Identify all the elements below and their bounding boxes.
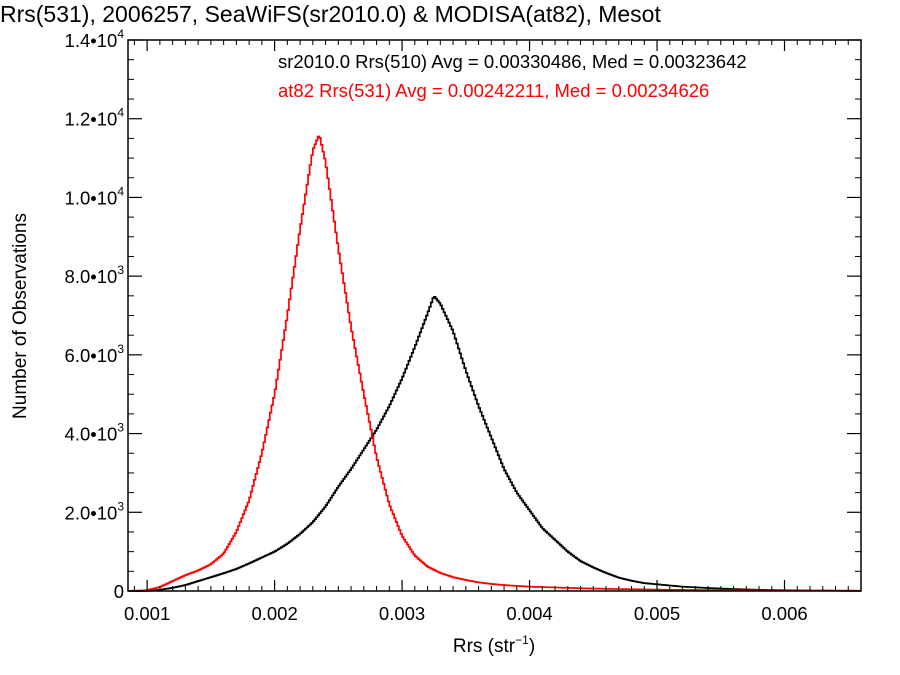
x-axis-label-main: Rrs (str — [453, 636, 516, 657]
y-tick-label-6: 1.2•104 — [65, 106, 125, 130]
series-layer — [128, 135, 861, 592]
y-tick-label-5: 1.0•104 — [65, 184, 125, 208]
x-tick-label-5: 0.006 — [761, 603, 807, 624]
y-tick-label-4: 8.0•103 — [65, 263, 125, 287]
x-tick-label-2: 0.003 — [379, 603, 425, 624]
x-tick-label-3: 0.004 — [506, 603, 552, 624]
y-tick-label-1: 2.0•103 — [65, 499, 125, 523]
y-axis-label: Number of Observations — [10, 213, 31, 419]
series-line-1 — [128, 135, 861, 592]
x-axis-label: Rrs (str−1) — [453, 633, 535, 657]
annotation-red: at82 Rrs(531) Avg = 0.00242211, Med = 0.… — [278, 80, 709, 101]
annotation-black: sr2010.0 Rrs(510) Avg = 0.00330486, Med … — [278, 51, 747, 72]
series-line-0 — [128, 295, 861, 592]
y-tick-label-2: 4.0•103 — [65, 421, 125, 445]
y-tick-label-0: 0 — [114, 581, 124, 602]
y-tick-label-7: 1.4•104 — [65, 27, 125, 51]
x-tick-label-0: 0.001 — [124, 603, 170, 624]
y-tick-label-3: 6.0•103 — [65, 342, 125, 366]
x-axis-label-sup: −1 — [515, 633, 529, 647]
x-tick-label-1: 0.002 — [251, 603, 297, 624]
chart-title: Rrs(531), 2006257, SeaWiFS(sr2010.0) & M… — [0, 1, 661, 27]
axis-layer: 0.001 0.002 0.003 0.004 0.005 0.006 0 2.0•103 4.… — [65, 27, 861, 624]
x-axis-label-close: ) — [529, 636, 535, 657]
x-tick-label-4: 0.005 — [634, 603, 680, 624]
plot-frame — [127, 39, 862, 592]
